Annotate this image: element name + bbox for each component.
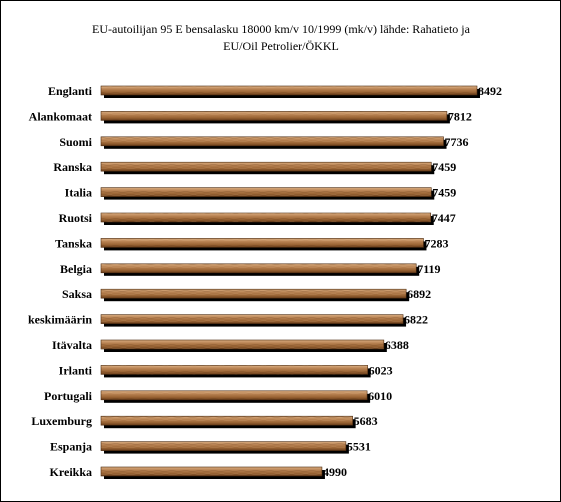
labels-layer: Englanti 8492 Alankomaat 7812 Suomi 7736 Ransk… (28, 84, 502, 479)
bars-layer (100, 85, 480, 479)
bar-grain (101, 86, 477, 95)
chart-title-line-1: EU-autoilijan 95 E bensalasku 18000 km/v… (92, 22, 470, 36)
bar-grain (101, 365, 368, 375)
category-label: Tanska (55, 236, 92, 250)
category-label: Itävalta (52, 338, 92, 352)
bar-grain (101, 111, 447, 121)
value-label: 7812 (448, 109, 472, 123)
value-label: 6388 (385, 338, 409, 352)
category-label: Espanja (50, 440, 92, 454)
category-label: Italia (65, 186, 92, 200)
category-label: Suomi (59, 135, 92, 149)
bar-grain (101, 289, 407, 299)
value-label: 7447 (432, 211, 456, 225)
category-label: Irlanti (59, 363, 93, 377)
bar-grain (101, 314, 404, 324)
value-label: 6822 (404, 313, 428, 327)
bar-grain (101, 340, 384, 349)
value-label: 7459 (432, 160, 456, 174)
category-label: Kreikka (50, 465, 92, 479)
bar-grain (101, 213, 431, 222)
bar-grain (101, 238, 424, 248)
category-label: Luxemburg (31, 414, 92, 428)
value-label: 5531 (347, 440, 371, 454)
bar-grain (101, 390, 368, 400)
value-label: 5683 (354, 414, 378, 428)
value-label: 6892 (407, 287, 431, 301)
category-label: Saksa (62, 287, 92, 301)
bar-grain (101, 263, 417, 273)
category-label: Ranska (53, 160, 92, 174)
bar-grain (101, 441, 346, 451)
category-label: Ruotsi (59, 211, 93, 225)
value-label: 6010 (368, 389, 392, 403)
category-label: Portugali (44, 389, 93, 403)
chart-title: EU-autoilijan 95 E bensalasku 18000 km/v… (61, 21, 501, 55)
chart-title-line-2: EU/Oil Petrolier/ÖKKL (223, 39, 339, 53)
value-label: 6023 (369, 363, 393, 377)
bar-grain (101, 416, 353, 426)
value-label: 7119 (417, 262, 440, 276)
category-label: Alankomaat (29, 109, 92, 123)
category-label: Englanti (48, 84, 93, 98)
bar-grain (101, 136, 444, 146)
category-label: keskimäärin (28, 313, 92, 327)
value-label: 7736 (445, 135, 469, 149)
category-label: Belgia (60, 262, 92, 276)
value-label: 4990 (323, 465, 347, 479)
value-label: 7283 (424, 236, 448, 250)
bar-grain (101, 187, 432, 197)
bar-grain (101, 467, 322, 476)
bar-grain (101, 162, 432, 172)
value-label: 8492 (478, 84, 502, 98)
value-label: 7459 (432, 186, 456, 200)
